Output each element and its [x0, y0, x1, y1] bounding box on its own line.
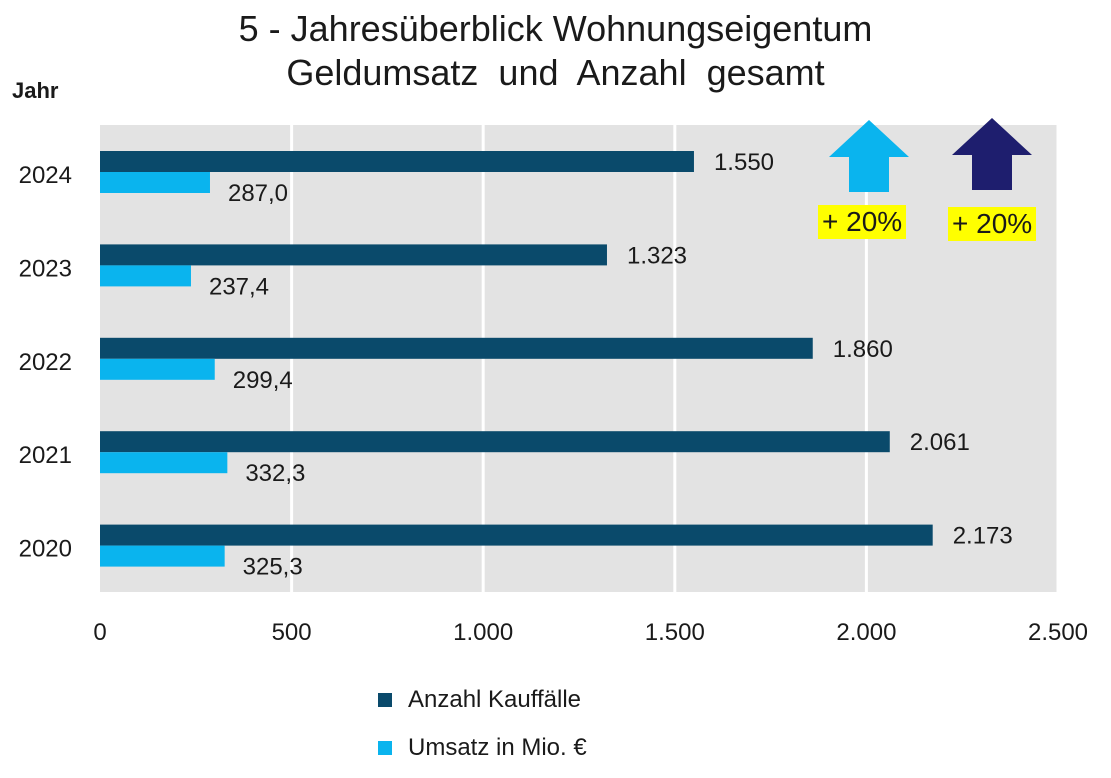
- bar-umsatz: [100, 358, 215, 380]
- bar-umsatz: [100, 545, 225, 567]
- data-label-umsatz: 237,4: [209, 273, 269, 300]
- legend-item-anzahl: Anzahl Kauffälle: [378, 686, 581, 714]
- up-arrow-icon: [829, 120, 909, 192]
- legend-swatch-anzahl: [378, 693, 392, 707]
- x-tick-label: 0: [93, 619, 106, 646]
- bar-anzahl: [100, 337, 813, 359]
- data-label-anzahl: 1.550: [714, 149, 774, 176]
- legend-label-umsatz: Umsatz in Mio. €: [408, 734, 587, 761]
- data-label-umsatz: 332,3: [245, 460, 305, 487]
- y-tick-label: 2024: [19, 162, 72, 189]
- data-label-umsatz: 287,0: [228, 180, 288, 207]
- legend-item-umsatz: Umsatz in Mio. €: [378, 734, 587, 762]
- bar-anzahl: [100, 244, 607, 266]
- x-tick-label: 500: [272, 619, 312, 646]
- y-tick-label: 2022: [19, 349, 72, 376]
- data-label-anzahl: 2.061: [910, 429, 970, 456]
- data-label-anzahl: 1.323: [627, 242, 687, 269]
- data-label-anzahl: 2.173: [953, 523, 1013, 550]
- x-tick-label: 1.500: [645, 619, 705, 646]
- chart-subtitle: Geldumsatz und Anzahl gesamt: [286, 52, 825, 93]
- x-tick-label: 1.000: [453, 619, 513, 646]
- bar-umsatz: [100, 172, 210, 193]
- annotation-anzahl-change: + 20%: [948, 207, 1037, 241]
- y-axis-label: Jahr: [12, 78, 59, 103]
- x-tick-label: 2.500: [1028, 619, 1088, 646]
- bar-anzahl: [100, 151, 694, 172]
- y-tick-label: 2020: [19, 536, 72, 563]
- bar-anzahl: [100, 431, 890, 453]
- legend-swatch-umsatz: [378, 741, 392, 755]
- chart-title: 5 - Jahresüberblick Wohnungseigentum: [238, 8, 873, 49]
- y-tick-label: 2021: [19, 442, 72, 469]
- data-label-umsatz: 299,4: [233, 367, 293, 394]
- up-arrow-icon: [952, 118, 1032, 190]
- bar-umsatz: [100, 265, 191, 287]
- bar-umsatz: [100, 452, 228, 474]
- data-label-anzahl: 1.860: [833, 336, 893, 363]
- annotation-umsatz-change: + 20%: [818, 205, 907, 239]
- data-label-umsatz: 325,3: [243, 554, 303, 581]
- x-tick-label: 2.000: [836, 619, 896, 646]
- legend-label-anzahl: Anzahl Kauffälle: [408, 686, 582, 713]
- y-tick-label: 2023: [19, 255, 72, 282]
- bar-anzahl: [100, 524, 933, 546]
